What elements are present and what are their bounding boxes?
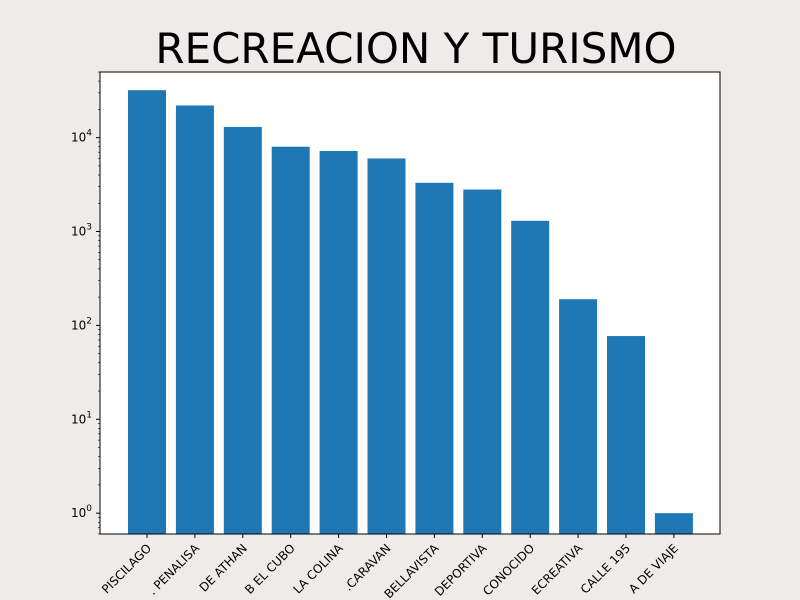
x-tick-label-12: A DE VIAJE <box>626 541 681 596</box>
x-tick-label-10: ECREATIVA <box>529 541 586 598</box>
bar-10 <box>559 299 598 534</box>
y-tick-base: 10 <box>71 225 86 239</box>
bar-9 <box>511 220 550 534</box>
plot-frame <box>99 71 721 535</box>
x-tick-label-9: CONOCIDO <box>480 541 537 598</box>
y-tick-base: 10 <box>71 412 86 426</box>
bar-1 <box>128 90 166 534</box>
y-tick-base: 10 <box>71 131 86 145</box>
y-tick-exponent: 3 <box>86 223 92 233</box>
bar-8 <box>463 189 502 535</box>
y-tick-exponent: 0 <box>86 504 92 514</box>
chart-title: RECREACION Y TURISMO <box>155 24 676 73</box>
x-tick-label-4: B EL CUBO <box>242 541 298 597</box>
bar-11 <box>607 336 645 534</box>
bar-6 <box>367 158 406 534</box>
x-tick-label-2: . PENALISA <box>146 541 203 598</box>
y-tick-exponent: 4 <box>86 129 92 139</box>
y-tick-label-1: 100 <box>71 504 92 520</box>
bar-4 <box>271 146 310 534</box>
bars-group <box>128 90 693 535</box>
bar-12 <box>654 513 693 534</box>
y-tick-label-100: 102 <box>71 316 92 332</box>
x-tick-label-11: CALLE 195 <box>578 541 633 596</box>
bar-7 <box>415 182 454 534</box>
y-tick-label-10: 101 <box>71 410 92 426</box>
x-tick-label-5: LA COLINA <box>290 541 346 597</box>
y-tick-exponent: 1 <box>86 410 92 420</box>
y-tick-exponent: 2 <box>86 316 92 326</box>
y-tick-label-1000: 103 <box>71 223 92 239</box>
y-tick-label-10000: 104 <box>71 129 92 145</box>
bar-3 <box>223 126 262 534</box>
bar-2 <box>175 105 214 534</box>
bar-5 <box>319 151 358 534</box>
y-tick-base: 10 <box>71 318 86 332</box>
y-tick-base: 10 <box>71 506 86 520</box>
